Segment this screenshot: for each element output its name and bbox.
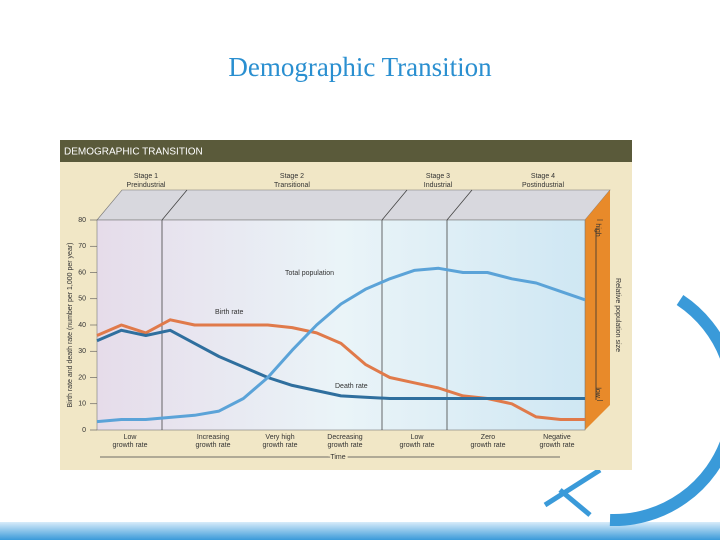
growth-label: Very high [265, 434, 294, 441]
y-tick-label: 70 [78, 243, 86, 250]
slide-title: Demographic Transition [228, 52, 492, 82]
stage-label: Postindustrial [522, 182, 564, 189]
y-tick-label: 20 [78, 374, 86, 381]
y-tick-label: 0 [82, 427, 86, 434]
stage-label: Stage 4 [531, 173, 555, 180]
y-tick-label: 80 [78, 217, 86, 224]
growth-label: growth rate [112, 442, 147, 449]
stage-label: Stage 1 [134, 173, 158, 180]
stage-divider [161, 189, 188, 221]
y-tick-label: 60 [78, 269, 86, 276]
growth-label: growth rate [327, 442, 362, 449]
y-tick-label: 40 [78, 322, 86, 329]
stage-label: Industrial [424, 182, 453, 189]
growth-label: Low [411, 434, 425, 441]
growth-label: growth rate [195, 442, 230, 449]
growth-label: Zero [481, 434, 496, 441]
growth-label: growth rate [399, 442, 434, 449]
y2-tick-label: high [594, 223, 601, 236]
plot-side-face [585, 190, 610, 430]
y2-tick-label: low [594, 387, 601, 398]
annotation: Death rate [335, 383, 368, 390]
stage-label: Stage 3 [426, 173, 450, 180]
growth-label: Negative [543, 434, 571, 441]
stage-divider [381, 189, 408, 221]
y-tick-label: 10 [78, 401, 86, 408]
stage-divider [446, 189, 473, 221]
chart-title: DEMOGRAPHIC TRANSITION [64, 147, 203, 158]
growth-label: growth rate [262, 442, 297, 449]
annotation: Total population [285, 270, 334, 277]
stage-label: Stage 2 [280, 173, 304, 180]
stage-label: Transitional [274, 182, 310, 189]
y-tick-label: 50 [78, 296, 86, 303]
x-axis-label: Time [330, 454, 345, 461]
series-line [96, 318, 585, 421]
growth-label: Decreasing [327, 434, 363, 441]
globe-decoration [543, 295, 720, 527]
growth-label: Increasing [197, 434, 229, 441]
growth-label: growth rate [470, 442, 505, 449]
series-line [96, 266, 586, 424]
growth-label: Low [124, 434, 138, 441]
growth-label: growth rate [539, 442, 574, 449]
y-tick-label: 30 [78, 348, 86, 355]
y-axis-label: Birth rate and death rate (number per 1,… [67, 243, 74, 408]
footer-bar [0, 522, 720, 540]
y2-axis-label: Relative population size [614, 278, 621, 352]
chart-header [60, 140, 632, 162]
series-line [96, 328, 585, 400]
stage-label: Preindustrial [127, 182, 166, 189]
plot-top-face [96, 189, 611, 221]
annotation: Birth rate [215, 309, 244, 316]
